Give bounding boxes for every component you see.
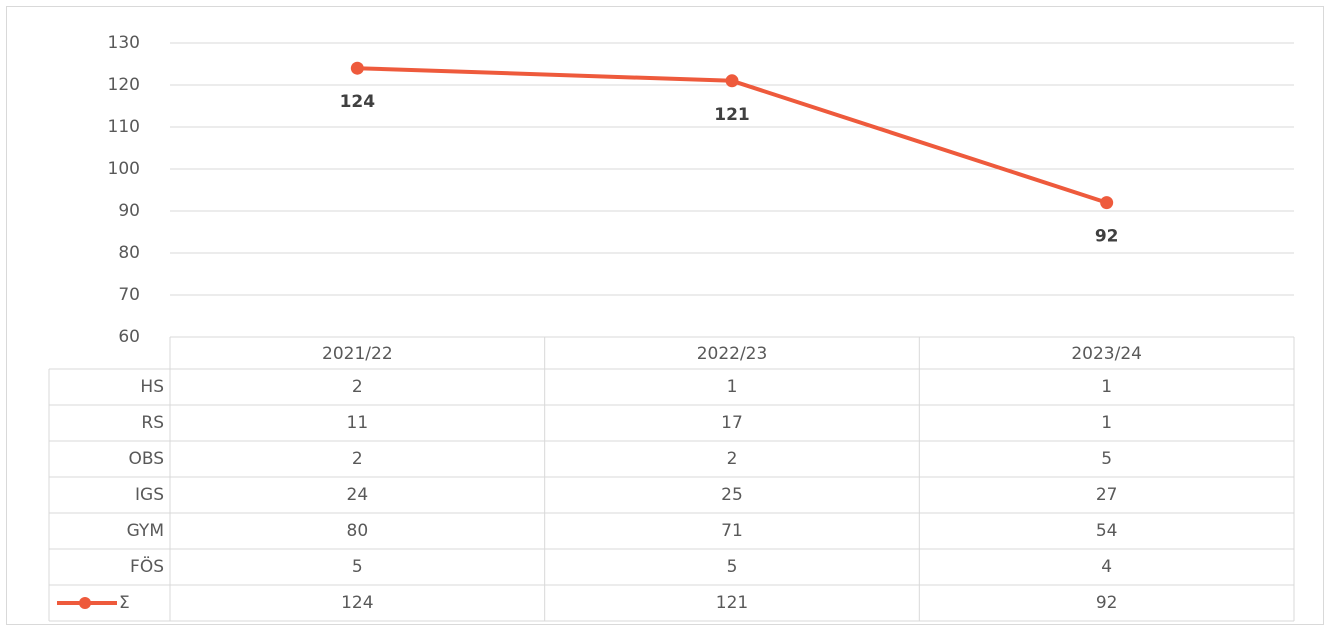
table-cell: 1	[727, 377, 738, 397]
table-row-name: FÖS	[130, 555, 164, 577]
table-cell: 121	[716, 593, 748, 613]
table-cell: 2	[352, 449, 363, 469]
table-cell: 5	[727, 557, 738, 577]
y-tick-label: 90	[118, 201, 140, 221]
y-tick-label: 110	[108, 117, 140, 137]
x-tick-label: 2021/22	[322, 344, 393, 364]
legend-marker	[79, 597, 91, 609]
table-row-name: HS	[140, 377, 164, 397]
y-tick-label: 60	[118, 327, 140, 347]
chart-frame	[6, 6, 1324, 625]
x-tick-label: 2023/24	[1071, 344, 1142, 364]
y-tick-label: 80	[118, 243, 140, 263]
table-cell: 4	[1101, 557, 1112, 577]
table-row-name: GYM	[127, 521, 164, 541]
y-tick-label: 70	[118, 285, 140, 305]
y-tick-label: 120	[108, 75, 140, 95]
table-cell: 71	[721, 521, 743, 541]
point	[725, 74, 739, 88]
table-cell: 124	[341, 593, 373, 613]
data-label: 121	[714, 105, 750, 125]
table-cell: 25	[721, 485, 743, 505]
table-cell: 5	[1101, 449, 1112, 469]
table-cell: 5	[352, 557, 363, 577]
table-cell: 17	[721, 413, 743, 433]
table-row-name: IGS	[135, 485, 164, 505]
table-cell: 11	[347, 413, 369, 433]
table-cell: 2	[352, 377, 363, 397]
table-cell: 54	[1096, 521, 1118, 541]
table-cell: 24	[347, 485, 369, 505]
table-row-name: RS	[141, 413, 164, 433]
point	[1100, 196, 1114, 210]
y-tick-label: 100	[108, 159, 140, 179]
y-tick-label: 130	[108, 33, 140, 53]
table-cell: 2	[727, 449, 738, 469]
table-cell: 1	[1101, 413, 1112, 433]
point	[350, 61, 364, 75]
x-tick-label: 2022/23	[697, 344, 768, 364]
table-cell: 80	[347, 521, 369, 541]
table-cell: 27	[1096, 485, 1118, 505]
data-label: 124	[340, 92, 376, 112]
data-label: 92	[1095, 227, 1119, 247]
table-row-name: OBS	[128, 449, 164, 469]
legend-label: Σ	[119, 593, 130, 613]
table-cell: 1	[1101, 377, 1112, 397]
table-cell: 92	[1096, 593, 1118, 613]
